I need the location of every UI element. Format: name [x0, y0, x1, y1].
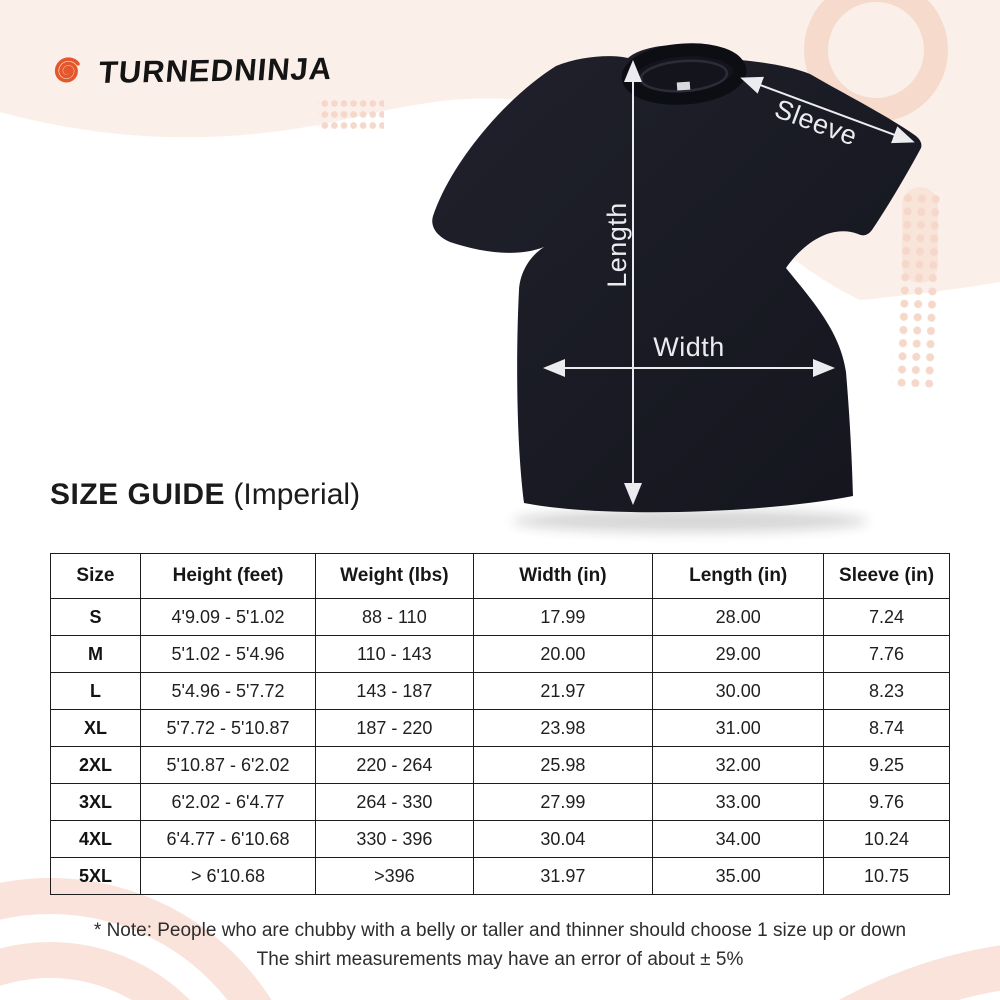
- value-cell: 23.98: [472, 709, 654, 747]
- width-arrow: Width: [543, 332, 835, 377]
- length-arrow: Length: [602, 60, 642, 505]
- value-cell: 34.00: [652, 820, 825, 858]
- dots-pattern-top: [318, 96, 384, 130]
- title-sub: (Imperial): [233, 478, 361, 511]
- size-cell: 2XL: [50, 746, 141, 784]
- table-row: L 5'4.96 - 5'7.72 143 - 187 21.97 30.00 8.23: [50, 672, 950, 710]
- value-cell: 29.00: [652, 635, 825, 673]
- value-cell: 20.00: [472, 635, 654, 673]
- column-header: Length (in): [652, 553, 825, 599]
- page-title: SIZE GUIDE (Imperial): [50, 478, 360, 512]
- value-cell: 7.76: [823, 635, 950, 673]
- tshirt-image: [432, 44, 922, 513]
- size-cell: XL: [50, 709, 141, 747]
- column-header: Width (in): [472, 553, 654, 599]
- value-cell: > 6'10.68: [139, 857, 317, 895]
- size-cell: 5XL: [50, 857, 141, 895]
- size-cell: 4XL: [50, 820, 141, 858]
- column-header: Sleeve (in): [823, 553, 950, 599]
- table-row: S 4'9.09 - 5'1.02 88 - 110 17.99 28.00 7.24: [50, 598, 950, 636]
- table-row: M 5'1.02 - 5'4.96 110 - 143 20.00 29.00 7.76: [50, 635, 950, 673]
- column-header: Weight (lbs): [315, 553, 474, 599]
- length-label: Length: [602, 202, 632, 288]
- value-cell: 31.00: [652, 709, 825, 747]
- neck-tag: [676, 81, 691, 91]
- value-cell: 5'7.72 - 5'10.87: [139, 709, 317, 747]
- size-cell: S: [50, 598, 141, 636]
- value-cell: 27.99: [472, 783, 654, 821]
- value-cell: 6'2.02 - 6'4.77: [139, 783, 317, 821]
- note-line-1: * Note: People who are chubby with a bel…: [93, 920, 907, 941]
- value-cell: 220 - 264: [315, 746, 474, 784]
- value-cell: 143 - 187: [315, 672, 474, 710]
- width-label: Width: [653, 332, 725, 362]
- value-cell: 8.23: [823, 672, 950, 710]
- size-cell: M: [50, 635, 141, 673]
- value-cell: 35.00: [652, 857, 825, 895]
- value-cell: 88 - 110: [315, 598, 474, 636]
- column-header: Height (feet): [139, 553, 317, 599]
- table-row: 3XL 6'2.02 - 6'4.77 264 - 330 27.99 33.00 9.7…: [50, 783, 950, 821]
- value-cell: 5'1.02 - 5'4.96: [139, 635, 317, 673]
- value-cell: 33.00: [652, 783, 825, 821]
- column-header: Size: [50, 553, 141, 599]
- value-cell: 21.97: [472, 672, 654, 710]
- tshirt-diagram: Length Width Sleeve: [432, 43, 922, 532]
- value-cell: 5'10.87 - 6'2.02: [139, 746, 317, 784]
- value-cell: 30.04: [472, 820, 654, 858]
- value-cell: 25.98: [472, 746, 654, 784]
- table-header-row: Size Height (feet) Weight (lbs) Width (in) L…: [50, 553, 950, 599]
- spiral-logo-icon: [54, 57, 80, 83]
- arc-decoration-bottom-left-outer: [0, 878, 272, 1000]
- value-cell: >396: [315, 857, 474, 895]
- value-cell: 10.24: [823, 820, 950, 858]
- table-row: 4XL 6'4.77 - 6'10.68 330 - 396 30.04 34.00 10…: [50, 820, 950, 858]
- arc-decoration-bottom-left-inner: [0, 942, 190, 1000]
- size-cell: L: [50, 672, 141, 710]
- size-table: Size Height (feet) Weight (lbs) Width (in) L…: [50, 553, 950, 895]
- shirt-shadow: [512, 510, 868, 532]
- title-main: SIZE GUIDE: [50, 478, 226, 511]
- value-cell: 8.74: [823, 709, 950, 747]
- value-cell: 6'4.77 - 6'10.68: [139, 820, 317, 858]
- footer-note: * Note: People who are chubby with a bel…: [0, 916, 1000, 974]
- value-cell: 9.76: [823, 783, 950, 821]
- note-line-2: The shirt measurements may have an error…: [256, 949, 744, 970]
- value-cell: 17.99: [472, 598, 654, 636]
- value-cell: 187 - 220: [315, 709, 474, 747]
- table-row: 2XL 5'10.87 - 6'2.02 220 - 264 25.98 32.00 9.…: [50, 746, 950, 784]
- value-cell: 9.25: [823, 746, 950, 784]
- brand-logo: TURNEDNINJA: [46, 50, 334, 92]
- table-row: 5XL > 6'10.68 >396 31.97 35.00 10.75: [50, 857, 950, 895]
- value-cell: 7.24: [823, 598, 950, 636]
- size-cell: 3XL: [50, 783, 141, 821]
- value-cell: 264 - 330: [315, 783, 474, 821]
- value-cell: 330 - 396: [315, 820, 474, 858]
- value-cell: 32.00: [652, 746, 825, 784]
- table-row: XL 5'7.72 - 5'10.87 187 - 220 23.98 31.00 8.7…: [50, 709, 950, 747]
- value-cell: 4'9.09 - 5'1.02: [139, 598, 317, 636]
- value-cell: 31.97: [472, 857, 654, 895]
- value-cell: 30.00: [652, 672, 825, 710]
- value-cell: 110 - 143: [315, 635, 474, 673]
- value-cell: 28.00: [652, 598, 825, 636]
- value-cell: 10.75: [823, 857, 950, 895]
- value-cell: 5'4.96 - 5'7.72: [139, 672, 317, 710]
